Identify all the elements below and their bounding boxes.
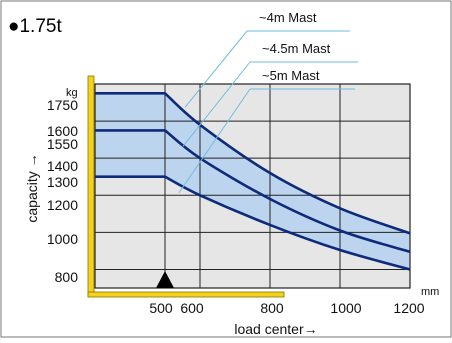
chart-title: ●1.75t <box>8 16 62 37</box>
x-tick-800: 800 <box>260 300 284 316</box>
y-tick-1600: 1600 <box>47 123 78 139</box>
y-tick-800: 800 <box>55 269 79 285</box>
legend-label-1: ~4m Mast <box>259 10 317 25</box>
plot-area <box>87 30 411 298</box>
x-tick-1200: 1200 <box>393 300 424 316</box>
curve-1 <box>95 92 411 235</box>
fork-tine-icon <box>87 291 285 298</box>
x-unit-label: mm <box>421 286 439 298</box>
curve-3 <box>95 175 411 271</box>
y-tick-1550: 1550 <box>47 136 78 152</box>
chart-text: ~4m Mast ~4.5m Mast ~5m Mast ●1.75t kg 800 100… <box>8 10 439 337</box>
x-axis-label: load center→ <box>234 321 317 337</box>
y-tick-1300: 1300 <box>47 174 78 190</box>
forklift-mast-icon <box>87 75 95 297</box>
y-unit-label: kg <box>66 87 78 99</box>
y-tick-1000: 1000 <box>47 231 78 247</box>
y-tick-1400: 1400 <box>47 158 78 174</box>
leader-line-3 <box>178 88 251 194</box>
curve-2 <box>95 129 411 254</box>
plot-border <box>94 83 411 289</box>
legend-label-3: ~5m Mast <box>262 68 320 83</box>
leader-line-1 <box>184 30 248 108</box>
legend-label-2: ~4.5m Mast <box>262 41 331 56</box>
x-tick-500: 500 <box>149 300 173 316</box>
y-tick-1750: 1750 <box>47 97 78 113</box>
y-tick-1200: 1200 <box>47 197 78 213</box>
y-axis-label: capacity → <box>24 153 40 222</box>
x-tick-1000: 1000 <box>330 300 361 316</box>
load-center-triangle-icon <box>156 271 174 288</box>
leader-line-2 <box>182 61 251 147</box>
x-tick-600: 600 <box>180 300 204 316</box>
